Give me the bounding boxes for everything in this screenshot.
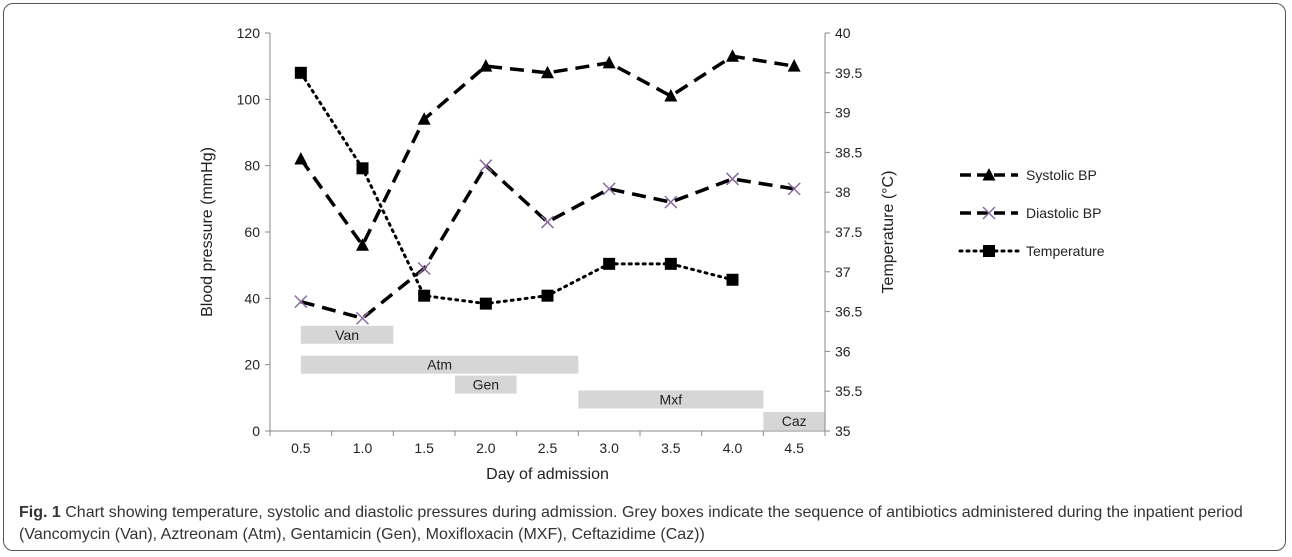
legend-label: Systolic BP <box>1026 167 1097 183</box>
y2-tick-label: 40 <box>835 25 851 41</box>
x-tick-label: 0.5 <box>291 440 311 456</box>
x-marker-stroke <box>479 159 493 173</box>
legend-item-systolic-bp: Systolic BP <box>960 167 1097 183</box>
x-marker-stroke <box>540 215 555 229</box>
data-point-diastolic-bp <box>602 182 616 196</box>
data-point-systolic-bp <box>664 89 678 102</box>
x-marker-stroke <box>602 182 616 196</box>
data-point-temperature <box>479 297 492 310</box>
antibiotic-bar-caz <box>763 412 825 431</box>
data-point-systolic-bp <box>726 49 739 62</box>
series-line-diastolic-bp <box>300 162 795 321</box>
figure-frame <box>3 3 1286 551</box>
y-tick-label: 40 <box>244 290 260 306</box>
y-tick-label: 80 <box>244 158 260 174</box>
antibiotic-bar-van <box>300 325 394 344</box>
data-point-diastolic-bp <box>417 261 431 276</box>
y-tick-label: 120 <box>237 25 261 41</box>
x-marker-stroke <box>355 311 370 325</box>
data-point-systolic-bp <box>294 152 308 165</box>
series <box>294 49 801 325</box>
y2-tick-label: 38 <box>835 184 851 200</box>
x-tick-label: 2.0 <box>476 440 496 456</box>
data-point-temperature <box>726 273 739 286</box>
legend: Systolic BP Diastolic BP Temperature <box>958 167 1105 259</box>
x-axis-title: Day of admission <box>486 466 609 483</box>
data-point-diastolic-bp <box>479 159 493 173</box>
series-line-systolic-bp <box>299 54 795 249</box>
legend-swatch-marker <box>983 245 995 257</box>
axes: 0 20 40 60 80 100 120 35 35.5 36 36.5 37 37.5 38 38.5 3… <box>237 25 863 456</box>
y2-tick-label: 35 <box>835 423 851 439</box>
x-tick-label: 1.0 <box>353 440 373 456</box>
caption-label: Fig. 1 <box>19 504 61 521</box>
legend-item-temperature: Temperature <box>958 243 1105 259</box>
x-tick-label: 3.5 <box>661 440 681 456</box>
data-point-diastolic-bp <box>787 182 801 196</box>
antibiotic-bar-atm <box>300 355 579 374</box>
y-tick-label: 60 <box>244 224 260 240</box>
x-marker-stroke <box>982 206 996 220</box>
y2-tick-label: 38.5 <box>835 144 862 160</box>
data-point-systolic-bp <box>787 59 801 72</box>
y-tick-label: 100 <box>237 91 261 107</box>
antibiotic-bar-label: Gen <box>473 377 499 393</box>
data-point-systolic-bp <box>541 65 554 79</box>
y-axis-title: Blood pressure (mmHg) <box>199 147 216 317</box>
x-marker-stroke <box>725 172 740 186</box>
data-point-systolic-bp <box>356 238 369 251</box>
x-tick-label: 4.0 <box>723 440 743 456</box>
y2-tick-label: 37 <box>835 264 851 280</box>
antibiotic-bar-mxf <box>578 390 764 409</box>
x-marker-stroke <box>664 195 678 209</box>
data-point-temperature <box>356 162 369 175</box>
y2-tick-label: 36.5 <box>835 304 862 320</box>
data-point-systolic-bp <box>479 59 493 72</box>
y2-tick-label: 39 <box>835 105 851 121</box>
data-point-temperature <box>294 66 307 79</box>
y2-tick-label: 36 <box>835 343 851 359</box>
legend-swatch-marker <box>982 168 996 181</box>
y2-tick-label: 37.5 <box>835 224 862 240</box>
x-tick-label: 4.5 <box>784 440 804 456</box>
x-tick-label: 1.5 <box>414 440 434 456</box>
antibiotic-bar-gen <box>455 375 517 394</box>
data-point-temperature <box>603 257 616 270</box>
antibiotic-bar-label: Atm <box>427 357 452 373</box>
data-point-diastolic-bp <box>355 311 370 325</box>
figure-caption: Fig. 1 Chart showing temperature, systol… <box>19 502 1269 546</box>
data-point-diastolic-bp <box>540 215 555 229</box>
y-tick-label: 20 <box>244 357 260 373</box>
x-tick-label: 3.0 <box>599 440 619 456</box>
data-point-temperature <box>418 289 431 302</box>
antibiotic-bars: Van Atm Gen Mxf Caz <box>300 325 825 431</box>
data-point-systolic-bp <box>602 55 616 69</box>
y2-tick-label: 39.5 <box>835 65 862 81</box>
legend-swatch-marker <box>982 206 996 220</box>
y2-tick-label: 35.5 <box>835 383 862 399</box>
x-tick-label: 2.5 <box>538 440 558 456</box>
data-point-temperature <box>664 257 677 270</box>
data-point-temperature <box>541 289 554 302</box>
antibiotic-bar-label: Caz <box>782 413 807 429</box>
data-point-diastolic-bp <box>294 295 308 309</box>
x-marker-stroke <box>417 261 431 276</box>
y-tick-label: 0 <box>252 423 260 439</box>
antibiotic-bar-label: Mxf <box>660 391 683 407</box>
caption-text: Chart showing temperature, systolic and … <box>19 504 1243 543</box>
data-point-diastolic-bp <box>664 195 678 209</box>
antibiotic-bar-label: Van <box>335 327 359 343</box>
legend-item-diastolic-bp: Diastolic BP <box>960 205 1101 221</box>
x-marker-stroke <box>787 182 801 196</box>
x-marker-stroke <box>294 295 308 309</box>
data-point-systolic-bp <box>417 112 431 125</box>
data-point-diastolic-bp <box>725 172 740 186</box>
y2-axis-title: Temperature (°C) <box>880 171 897 294</box>
legend-label: Temperature <box>1026 243 1105 259</box>
series-line-temperature <box>299 71 734 306</box>
legend-label: Diastolic BP <box>1026 205 1101 221</box>
